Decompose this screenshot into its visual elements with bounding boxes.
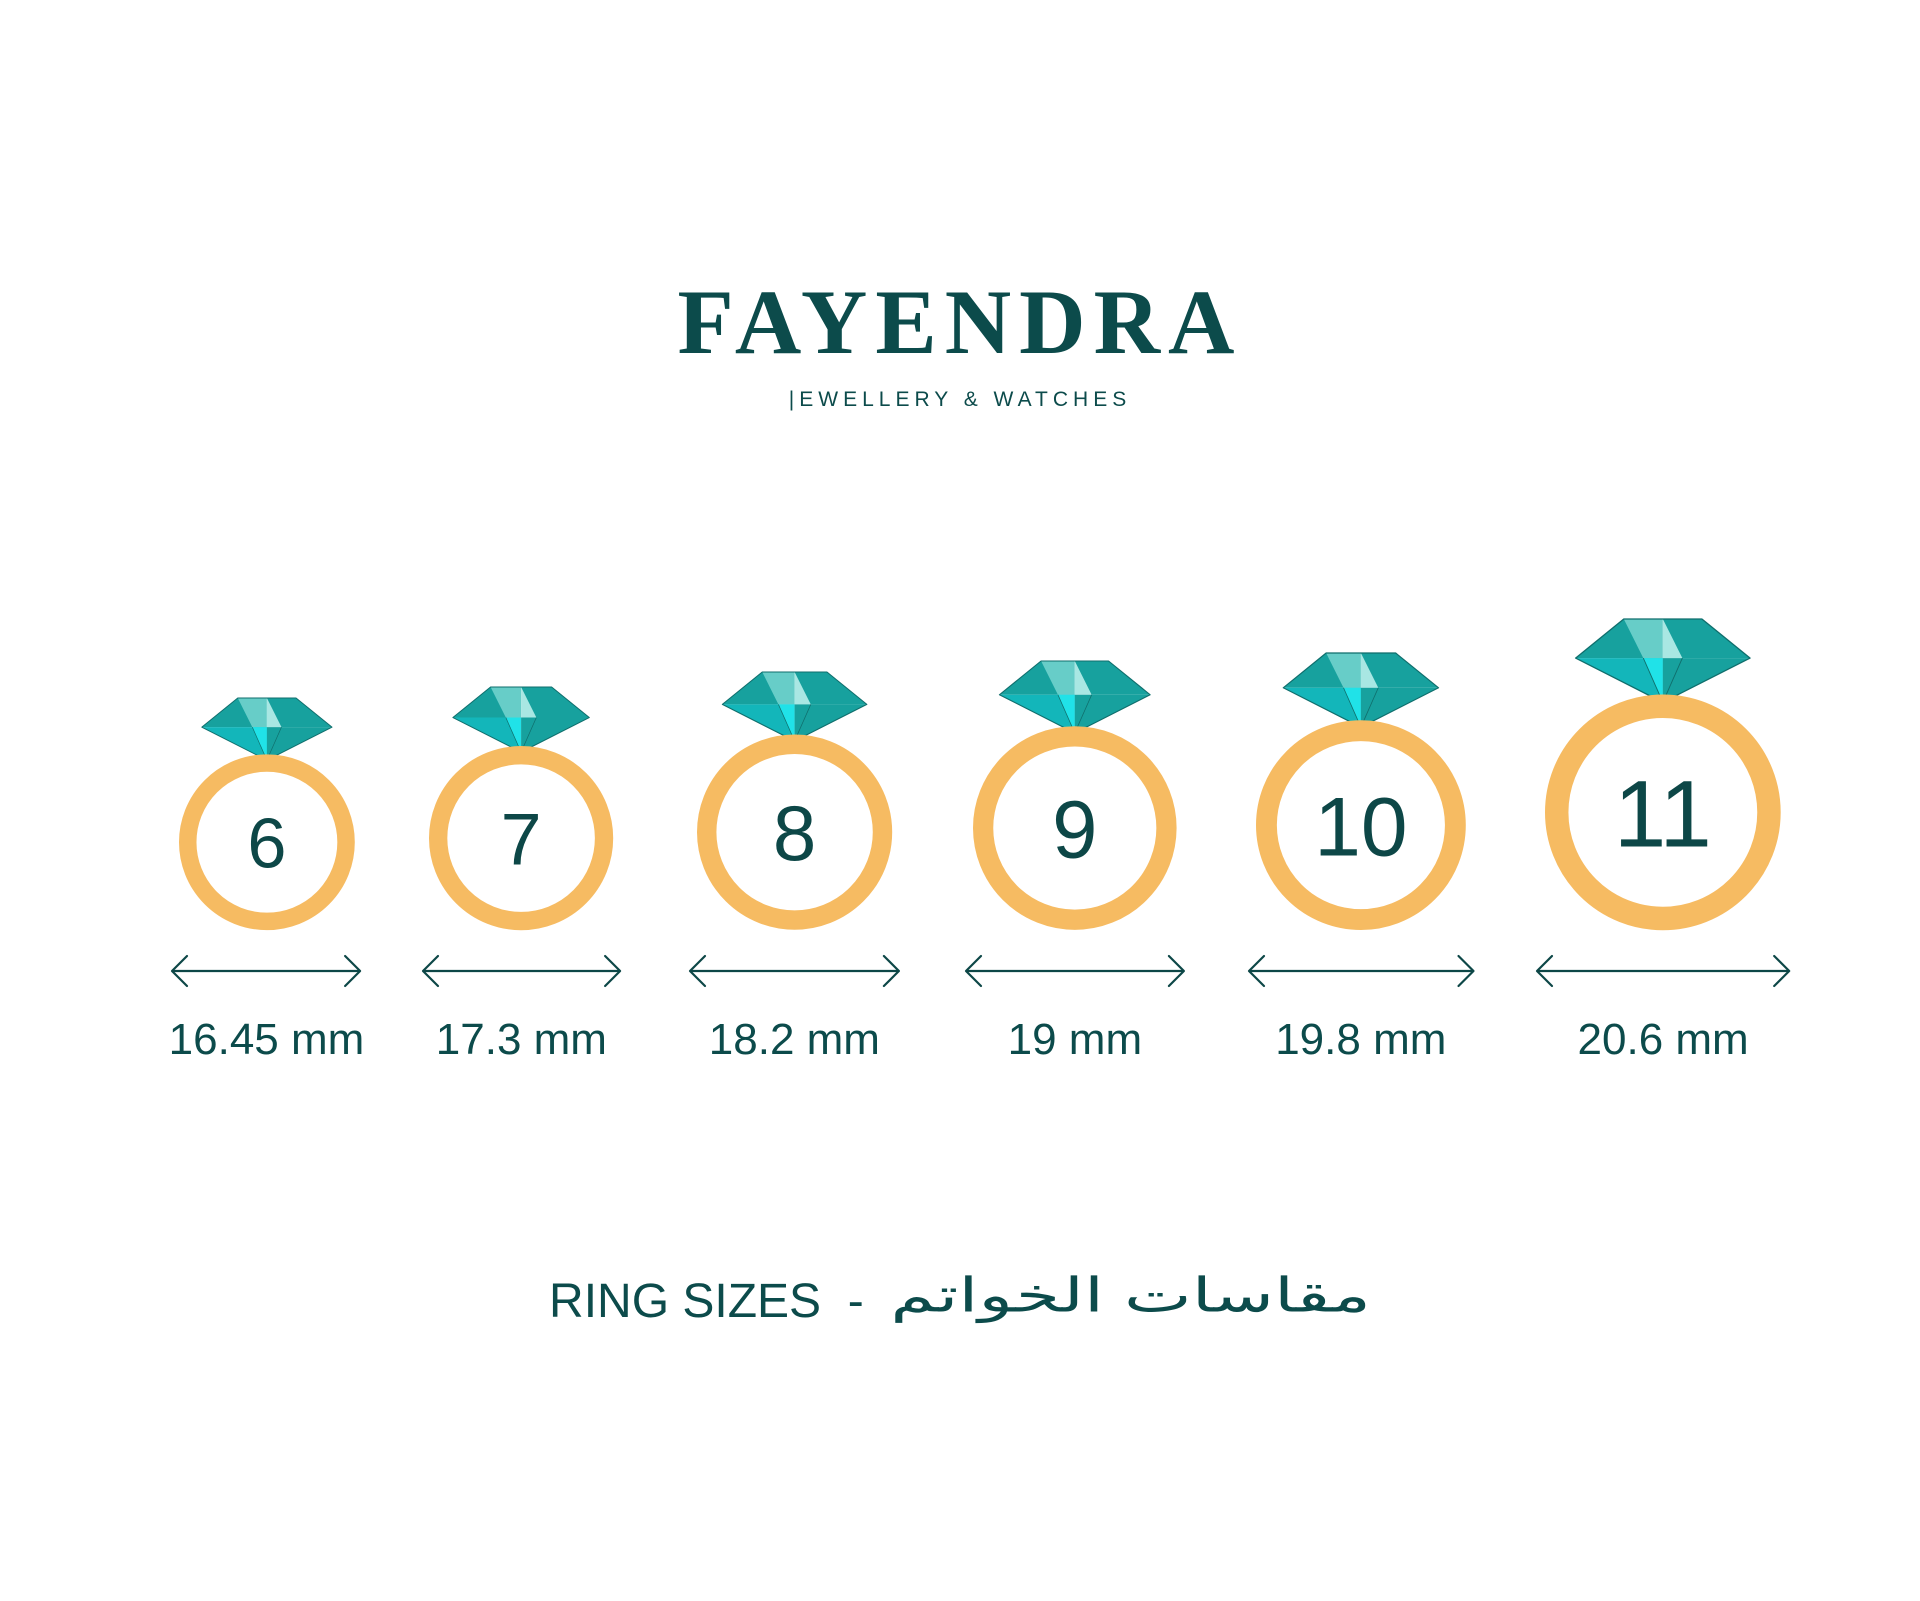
svg-text:8: 8 (773, 790, 816, 878)
svg-text:11: 11 (1614, 761, 1712, 866)
svg-text:7: 7 (501, 797, 542, 880)
svg-text:9: 9 (1052, 785, 1097, 876)
svg-text:10: 10 (1314, 779, 1407, 873)
svg-text:6: 6 (247, 803, 286, 882)
